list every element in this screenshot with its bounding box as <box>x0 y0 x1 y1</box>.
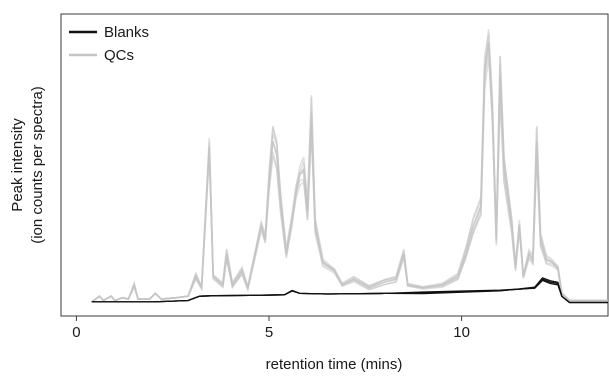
y-axis-title-line-1: Peak intensity <box>9 118 26 212</box>
blank-trace-line <box>91 279 608 304</box>
x-tick-label: 10 <box>453 324 470 341</box>
qc-traces <box>91 29 608 303</box>
x-axis-title: retention time (mins) <box>266 356 403 373</box>
plot-frame <box>60 13 609 317</box>
legend: Blanks QCs <box>69 24 149 64</box>
x-tick-label: 0 <box>72 324 80 341</box>
blank-traces <box>91 277 608 304</box>
x-axis-ticks: 0 5 10 <box>72 316 470 341</box>
x-tick-label: 5 <box>265 324 273 341</box>
legend-label-qcs: QCs <box>104 47 134 64</box>
legend-label-blanks: Blanks <box>104 24 149 41</box>
y-axis-title: Peak intensity (ion counts per spectra) <box>9 86 46 244</box>
qc-trace-line <box>91 56 608 303</box>
y-axis-title-line-2: (ion counts per spectra) <box>29 86 46 244</box>
